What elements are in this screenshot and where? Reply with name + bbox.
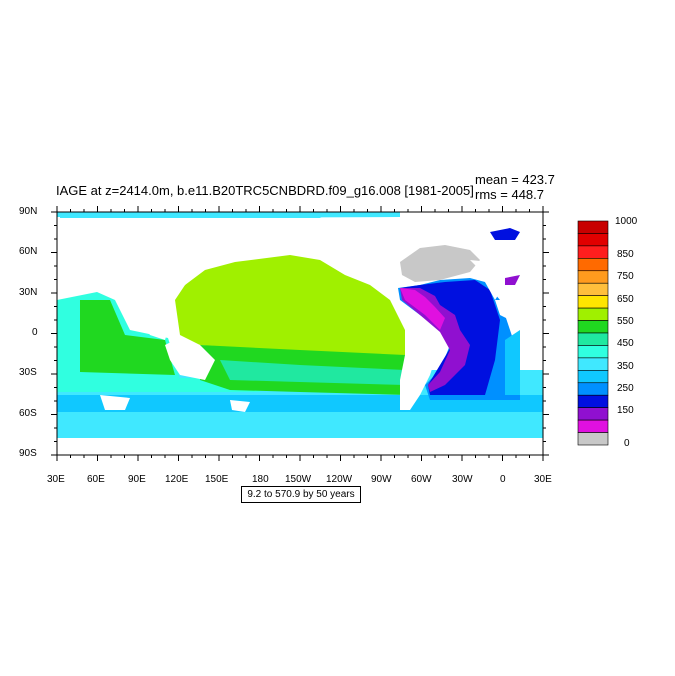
mean-stat: mean = 423.7 — [475, 172, 555, 187]
lat-label-30n: 30N — [19, 287, 38, 298]
colorbar-label: 1000 — [615, 216, 638, 227]
ocean-field — [57, 212, 543, 438]
colorbar-label: 150 — [617, 405, 634, 416]
lon-label: 60E — [87, 474, 105, 485]
lat-label-90s: 90S — [19, 448, 37, 459]
colorbar-label: 550 — [617, 316, 634, 327]
colorbar-swatch — [577, 320, 609, 334]
lon-label: 30W — [452, 474, 473, 485]
lon-label: 180 — [252, 474, 269, 485]
colorbar-swatch — [577, 270, 609, 284]
colorbar — [577, 220, 609, 446]
lon-label: 0 — [500, 474, 506, 485]
axis-ticks — [51, 206, 549, 461]
colorbar-swatch — [577, 345, 609, 359]
lon-label: 150E — [205, 474, 229, 485]
colorbar-swatch — [577, 295, 609, 309]
colorbar-label: 850 — [617, 249, 634, 260]
lon-label: 30E — [47, 474, 65, 485]
colorbar-label: 250 — [617, 383, 634, 394]
lat-label-30s: 30S — [19, 367, 37, 378]
lon-label: 120E — [165, 474, 189, 485]
colorbar-label: 350 — [617, 361, 634, 372]
colorbar-label: 450 — [617, 338, 634, 349]
colorbar-swatch — [577, 394, 609, 408]
colorbar-swatch — [577, 282, 609, 296]
colorbar-label: 0 — [624, 438, 630, 449]
lon-label: 30E — [534, 474, 552, 485]
colorbar-swatch — [577, 419, 609, 433]
colorbar-swatch — [577, 432, 609, 446]
colorbar-swatch — [577, 307, 609, 321]
lat-label-60n: 60N — [19, 246, 38, 257]
plot-title: IAGE at z=2414.0m, b.e11.B20TRC5CNBDRD.f… — [56, 183, 474, 198]
lon-label: 90W — [371, 474, 392, 485]
lon-label: 120W — [326, 474, 353, 485]
colorbar-swatch — [577, 332, 609, 346]
colorbar-swatch — [577, 233, 609, 247]
lat-label-eq: 0 — [32, 327, 38, 338]
colorbar-swatch — [577, 382, 609, 396]
rms-stat: rms = 448.7 — [475, 187, 545, 202]
lon-label: 60W — [411, 474, 432, 485]
colorbar-swatch — [577, 407, 609, 421]
colorbar-swatch — [577, 220, 609, 234]
lon-label: 150W — [285, 474, 312, 485]
colorbar-swatch — [577, 357, 609, 371]
land-mask — [57, 218, 543, 455]
colorbar-label: 650 — [617, 294, 634, 305]
colorbar-swatch — [577, 370, 609, 384]
lat-label-60s: 60S — [19, 408, 37, 419]
colorbar-swatch — [577, 245, 609, 259]
contour-info-box: 9.2 to 570.9 by 50 years — [241, 486, 361, 503]
colorbar-label: 750 — [617, 271, 634, 282]
lat-label-90n: 90N — [19, 206, 38, 217]
lon-label: 90E — [128, 474, 146, 485]
colorbar-swatch — [577, 258, 609, 272]
